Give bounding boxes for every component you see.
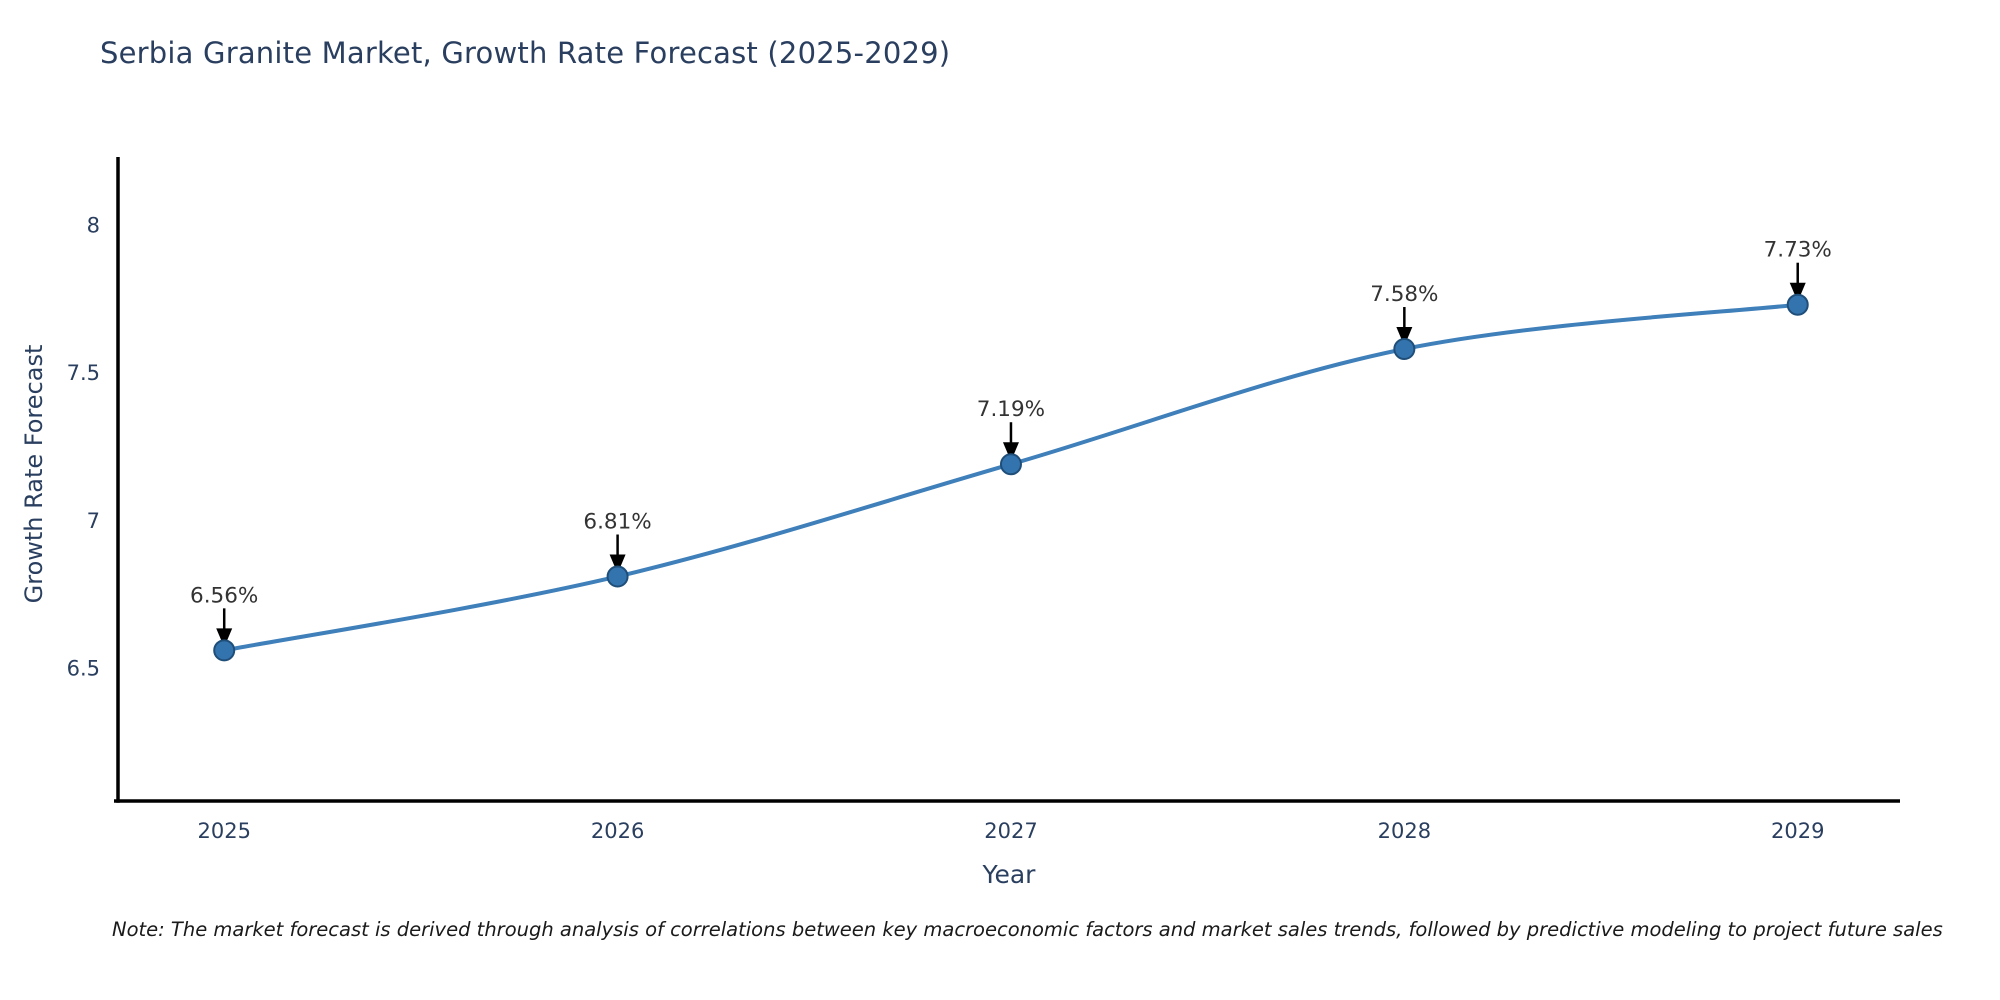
chart-footnote: Note: The market forecast is derived thr… [112, 918, 1943, 941]
annotation-arrow-head [1789, 282, 1806, 302]
data-point-marker[interactable] [606, 565, 629, 588]
annotation-arrow-head [609, 554, 626, 574]
series-line [222, 302, 1800, 653]
y-tick-label: 7.5 [67, 361, 100, 385]
data-point-marker[interactable] [999, 453, 1022, 476]
data-point-label: 7.19% [977, 397, 1045, 422]
x-tick-label: 2029 [1771, 819, 1824, 843]
y-tick-label: 6.5 [67, 657, 100, 681]
annotation-arrow-head [216, 628, 233, 648]
x-tick-label: 2028 [1378, 819, 1431, 843]
annotation-arrow-head [1396, 327, 1413, 347]
y-tick-label: 8 [87, 213, 100, 237]
data-point-marker[interactable] [1786, 293, 1809, 316]
data-point-marker[interactable] [1393, 338, 1416, 361]
y-tick-label: 7 [87, 509, 100, 533]
x-axis-title: Year [982, 860, 1036, 889]
data-point-label: 6.81% [583, 509, 651, 534]
annotation-arrow-head [1002, 442, 1019, 462]
x-tick-label: 2025 [197, 819, 250, 843]
data-point-marker[interactable] [213, 639, 236, 662]
data-point-label: 6.56% [190, 583, 258, 608]
data-point-label: 7.73% [1764, 238, 1832, 263]
x-tick-label: 2027 [984, 819, 1037, 843]
y-axis-title: Growth Rate Forecast [20, 344, 48, 604]
data-point-label: 7.58% [1370, 282, 1438, 307]
x-tick-label: 2026 [591, 819, 644, 843]
chart-title: Serbia Granite Market, Growth Rate Forec… [100, 36, 951, 70]
